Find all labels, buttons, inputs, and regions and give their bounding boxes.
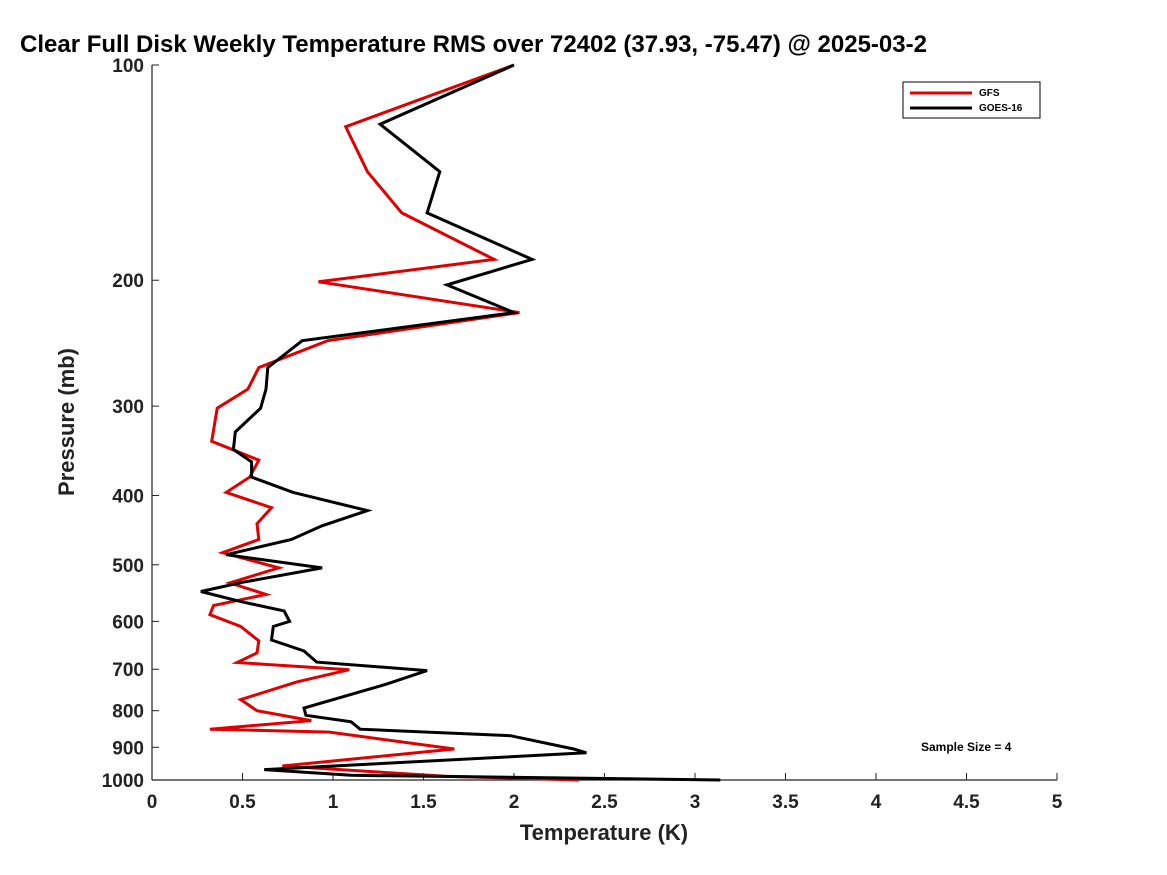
series-line-goes16 — [200, 63, 721, 782]
legend-label-gfs: GFS — [979, 88, 1000, 99]
x-tick-label: 5 — [1052, 792, 1063, 813]
y-tick-label: 700 — [112, 660, 144, 681]
series-group — [200, 63, 721, 782]
y-tick-label: 100 — [112, 56, 144, 77]
x-tick-label: 4.5 — [953, 792, 980, 813]
sample-size-annotation: Sample Size = 4 — [921, 740, 1012, 754]
y-ticks: 100 200 300 400 500 600 700 800 900 1000 — [102, 56, 159, 792]
x-tick-label: 1 — [328, 792, 339, 813]
x-tick-label: 2.5 — [591, 792, 618, 813]
legend: GFS GOES-16 — [902, 81, 1041, 119]
x-tick-label: 0.5 — [229, 792, 256, 813]
x-tick-label: 3 — [690, 792, 701, 813]
y-tick-label: 200 — [112, 271, 144, 292]
legend-box — [902, 81, 1041, 119]
x-tick-label: 2 — [509, 792, 520, 813]
x-tick-label: 3.5 — [772, 792, 799, 813]
y-tick-label: 900 — [112, 738, 144, 759]
y-tick-label: 600 — [112, 612, 144, 633]
x-tick-label: 4 — [871, 792, 882, 813]
x-axis-label: Temperature (K) — [520, 820, 688, 845]
y-tick-label: 400 — [112, 486, 144, 507]
x-tick-label: 1.5 — [410, 792, 437, 813]
plot-area: 0 0.5 1 1.5 2 2.5 3 3.5 4 4.5 5 100 200 300 400 500 600… — [102, 56, 1063, 813]
y-tick-label: 1000 — [102, 771, 144, 792]
y-tick-label: 800 — [112, 702, 144, 723]
series-line-gfs — [207, 63, 580, 782]
legend-label-goes16: GOES-16 — [979, 103, 1023, 114]
y-tick-label: 300 — [112, 397, 144, 418]
chart-title: Clear Full Disk Weekly Temperature RMS o… — [20, 31, 927, 58]
y-axis-label: Pressure (mb) — [54, 348, 79, 496]
x-ticks: 0 0.5 1 1.5 2 2.5 3 3.5 4 4.5 5 — [147, 773, 1063, 813]
x-tick-label: 0 — [147, 792, 158, 813]
y-tick-label: 500 — [112, 556, 144, 577]
